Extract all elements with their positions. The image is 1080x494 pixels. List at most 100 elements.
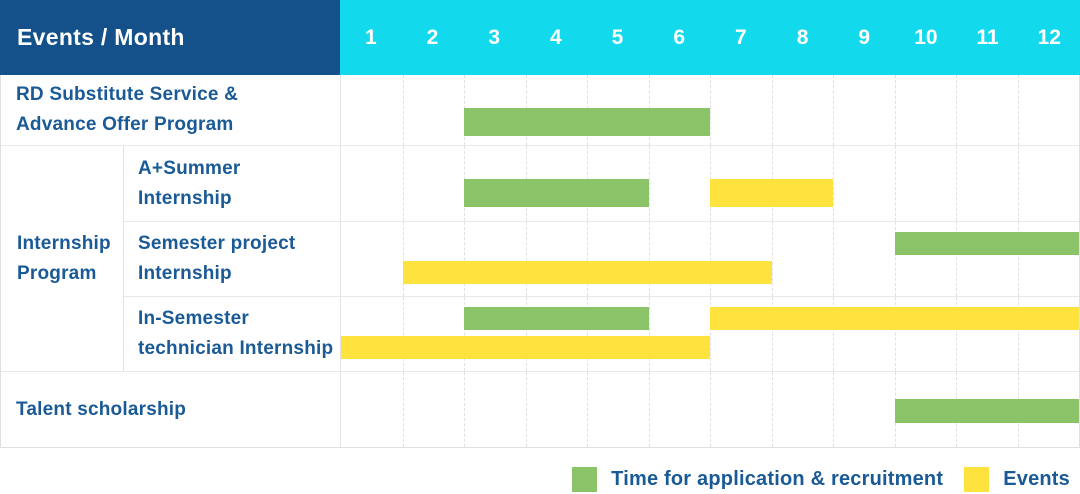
table-row: In-Semester technician Internship bbox=[124, 297, 1079, 371]
row-label-line: A+Summer bbox=[138, 157, 241, 179]
bar-events bbox=[710, 307, 1079, 330]
month-gridline bbox=[956, 297, 957, 371]
month-gridline bbox=[464, 372, 465, 447]
row-label-line: Semester project bbox=[138, 233, 296, 254]
month-gridline bbox=[1017, 297, 1019, 371]
month-gridline bbox=[402, 75, 404, 145]
month-gridline bbox=[1017, 146, 1019, 221]
month-gridline bbox=[771, 297, 773, 371]
month-gridline bbox=[402, 372, 404, 447]
row-label-line: technician Internship bbox=[138, 338, 334, 359]
month-gridline bbox=[771, 372, 773, 447]
bar-events bbox=[710, 179, 833, 207]
month-header-cell: 2 bbox=[426, 25, 439, 49]
bar-application-recruitment bbox=[894, 399, 1079, 423]
month-header-cell: 11 bbox=[976, 25, 999, 49]
month-header-cell: 10 bbox=[914, 25, 938, 49]
month-gridline bbox=[833, 297, 834, 371]
month-gridline bbox=[648, 146, 650, 221]
month-header-cell: 8 bbox=[796, 25, 809, 49]
month-gridline bbox=[833, 222, 834, 296]
month-gridline bbox=[956, 75, 957, 145]
month-gridline bbox=[464, 297, 465, 371]
row-label-line: In-Semester bbox=[138, 308, 249, 329]
row-label-line: Advance Offer Program bbox=[16, 114, 234, 135]
row-label: Talent scholarship bbox=[1, 372, 341, 447]
row-label: Semester project Internship bbox=[124, 222, 341, 296]
month-header-cell: 6 bbox=[673, 25, 686, 49]
month-gridline bbox=[956, 146, 957, 221]
month-header-cell: 12 bbox=[1037, 25, 1061, 49]
month-gridline bbox=[525, 372, 527, 447]
month-gridline bbox=[710, 222, 711, 296]
table-row: RD Substitute Service & Advance Offer Pro… bbox=[1, 75, 1079, 146]
row-label: RD Substitute Service & Advance Offer Pro… bbox=[1, 75, 341, 145]
legend: Time for application & recruitment Events bbox=[0, 448, 1080, 494]
table-row: Semester project Internship bbox=[124, 222, 1079, 297]
legend-item: Time for application & recruitment bbox=[572, 467, 943, 492]
bar-events bbox=[402, 261, 772, 284]
month-gridline bbox=[894, 222, 896, 296]
row-label-line: Internship bbox=[138, 187, 232, 209]
month-gridline bbox=[648, 372, 650, 447]
row-label: A+Summer Internship bbox=[124, 146, 341, 221]
month-gridline bbox=[771, 75, 773, 145]
month-gridline bbox=[710, 75, 711, 145]
month-gridline bbox=[464, 222, 465, 296]
month-gridline bbox=[402, 146, 404, 221]
month-header-cell: 3 bbox=[488, 25, 501, 49]
month-gridline bbox=[525, 297, 527, 371]
month-header-cell: 4 bbox=[550, 25, 562, 49]
bar-application-recruitment bbox=[464, 108, 710, 136]
chart-cell bbox=[341, 372, 1079, 447]
month-gridline bbox=[833, 75, 834, 145]
legend-item: Events bbox=[964, 467, 1070, 492]
group-row: Internship Program A+Summer Internship Semes… bbox=[1, 146, 1079, 372]
month-header-cell: 9 bbox=[858, 25, 871, 49]
month-gridline bbox=[956, 222, 957, 296]
month-gridline bbox=[833, 146, 834, 221]
group-label: Internship Program bbox=[1, 146, 124, 371]
legend-label: Events bbox=[1003, 468, 1070, 490]
month-gridline bbox=[648, 297, 650, 371]
month-gridline bbox=[402, 222, 404, 296]
month-header: 1 2 3 4 5 6 7 8 9 10 11 12 bbox=[340, 0, 1080, 75]
row-label: In-Semester technician Internship bbox=[124, 297, 341, 371]
month-gridline bbox=[833, 372, 834, 447]
month-gridline bbox=[1017, 75, 1019, 145]
month-gridline bbox=[587, 297, 588, 371]
row-label-line: RD Substitute Service & bbox=[16, 84, 239, 105]
month-gridline bbox=[648, 222, 650, 296]
table-header-row: Events / Month 1 2 3 4 5 6 7 8 9 10 11 12 bbox=[0, 0, 1080, 75]
legend-swatch-yellow bbox=[964, 467, 990, 492]
month-gridline bbox=[1017, 222, 1019, 296]
month-header-cell: 5 bbox=[611, 25, 624, 49]
month-gridline bbox=[771, 222, 773, 296]
month-gridline bbox=[587, 222, 588, 296]
legend-swatch-green bbox=[572, 467, 598, 492]
month-gridline bbox=[710, 372, 711, 447]
legend-label: Time for application & recruitment bbox=[611, 468, 944, 490]
bar-application-recruitment bbox=[894, 232, 1079, 255]
month-header-cell: 7 bbox=[735, 25, 747, 49]
bar-application-recruitment bbox=[464, 307, 649, 330]
month-gridline bbox=[894, 297, 896, 371]
chart-cell bbox=[341, 75, 1079, 145]
table-row: A+Summer Internship bbox=[124, 146, 1079, 222]
month-gridline bbox=[894, 146, 896, 221]
chart-cell bbox=[341, 146, 1079, 221]
month-header-cell: 1 bbox=[364, 25, 377, 49]
chart-cell bbox=[341, 222, 1079, 296]
events-month-header-cell: Events / Month bbox=[0, 0, 340, 75]
chart-cell bbox=[341, 297, 1079, 371]
month-gridline bbox=[894, 75, 896, 145]
month-gridline bbox=[402, 297, 404, 371]
month-gridline bbox=[525, 222, 527, 296]
row-label-line: Talent scholarship bbox=[16, 398, 187, 420]
row-label-line: Internship bbox=[138, 263, 232, 284]
month-gridline bbox=[587, 372, 588, 447]
bar-events bbox=[341, 336, 710, 359]
gantt-table-body: RD Substitute Service & Advance Offer Pro… bbox=[0, 75, 1080, 448]
row-label-line: Program bbox=[17, 262, 97, 284]
